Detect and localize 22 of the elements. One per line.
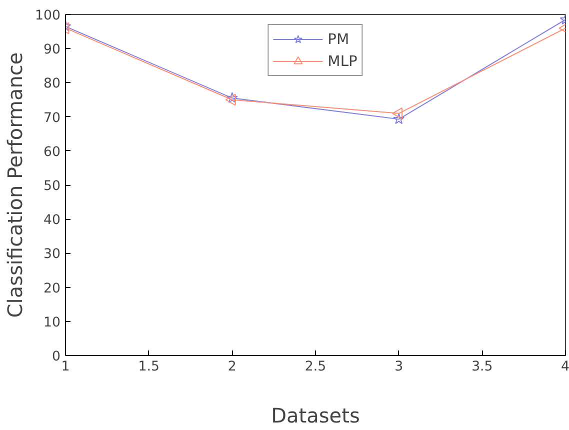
y-tick-label: 20: [44, 281, 61, 296]
y-axis-title: Classification Performance: [3, 52, 28, 318]
y-tick-label: 0: [52, 350, 61, 364]
y-tick-label: 10: [44, 315, 61, 330]
x-tick-label: 1: [61, 360, 70, 374]
y-tick-label: 80: [44, 76, 61, 92]
y-tick-label: 100: [35, 8, 61, 24]
x-tick-label: 3: [394, 360, 404, 374]
x-tick-label: 4: [561, 360, 569, 374]
y-tick-label: 70: [44, 110, 61, 126]
y-tick-label: 40: [44, 213, 61, 228]
legend-label: MLP: [328, 52, 358, 70]
legend-label: PM: [328, 30, 350, 48]
y-tick-label: 60: [44, 144, 61, 160]
x-tick-label: 3.5: [472, 360, 493, 374]
y-tick-label: 30: [44, 247, 61, 262]
y-tick-label: 50: [44, 179, 61, 194]
x-tick-label: 1.5: [138, 360, 160, 374]
y-tick-label: 90: [44, 42, 61, 58]
x-tick-label: 2: [228, 360, 236, 374]
x-tick-label: 2.5: [304, 360, 326, 374]
x-axis-title: Datasets: [271, 404, 360, 428]
